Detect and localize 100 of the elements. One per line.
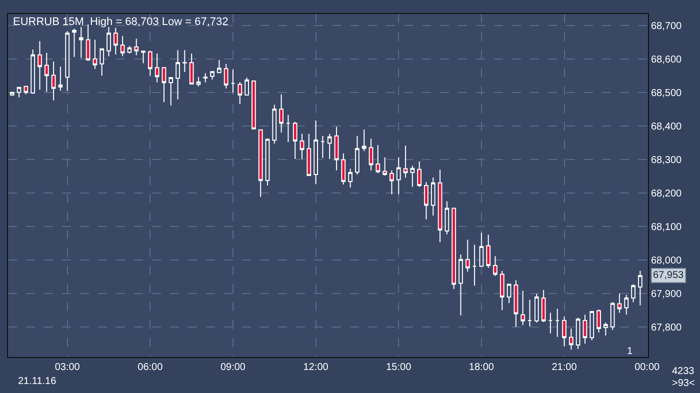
candlestick (244, 77, 249, 96)
candlestick (30, 49, 36, 94)
candlestick (203, 72, 208, 83)
candlestick (327, 133, 332, 160)
x-tick-label: 21:00 (552, 362, 578, 373)
candlestick (113, 27, 118, 56)
candlestick (534, 293, 539, 323)
candlestick (520, 290, 526, 326)
candlestick (417, 160, 422, 188)
candlestick (638, 270, 642, 306)
candlestick (210, 71, 214, 80)
candlestick (134, 38, 139, 56)
y-tick-label: 68,500 (651, 88, 682, 99)
candlestick (376, 144, 380, 174)
candlestick (141, 50, 146, 64)
y-tick-label: 67,900 (651, 288, 682, 300)
candlestick (120, 36, 125, 57)
candlestick (576, 317, 580, 350)
candlestick (362, 129, 366, 152)
candlestick (58, 66, 63, 92)
candlestick (217, 59, 222, 74)
candlestick (341, 152, 346, 185)
text: 21.11.16 (18, 376, 57, 387)
y-tick-label: 68,600 (651, 54, 682, 66)
candlestick (617, 292, 622, 314)
annotation: 1 (627, 346, 633, 357)
candlestick (148, 50, 152, 76)
candlestick (272, 104, 277, 144)
y-tick-label: 68,100 (651, 222, 682, 233)
candlestick (182, 50, 187, 72)
candlestick (472, 244, 477, 286)
candlestick (286, 114, 290, 142)
candlestick (92, 39, 98, 70)
candlestick (44, 52, 49, 92)
candlestick (410, 165, 415, 188)
candlestick (590, 310, 594, 341)
chart-title: EURRUB 15M High = 68,703 Low = 67,732 (13, 16, 228, 28)
candlestick (306, 133, 312, 176)
candlestick (514, 280, 518, 328)
candlestick (334, 126, 339, 171)
candlestick (555, 308, 560, 338)
candlestick (368, 138, 374, 171)
candlestick (65, 30, 70, 92)
y-tick-label: 68,200 (651, 188, 682, 200)
candlestick (582, 314, 588, 344)
candlestick (493, 256, 498, 276)
candlestick (568, 328, 574, 350)
candlestick (86, 24, 90, 62)
candlestick (541, 290, 546, 322)
candlestick (78, 26, 84, 58)
candlestick (424, 182, 428, 220)
candlestick (500, 270, 504, 311)
annotation: 67,953 (653, 270, 684, 281)
candlestick (106, 26, 111, 57)
candlestick (548, 312, 553, 334)
candlestick (465, 239, 470, 272)
candlestick (562, 316, 566, 347)
candlestick (162, 67, 166, 103)
candlestick (224, 63, 228, 89)
candlestick (403, 145, 408, 178)
candlestick (230, 69, 236, 94)
candlestick (265, 138, 270, 186)
candlestick (486, 234, 491, 268)
candlestick (506, 284, 512, 304)
candlestick (279, 94, 284, 134)
candlestick (24, 86, 28, 95)
candlestick (320, 135, 325, 159)
candlestick (528, 299, 532, 328)
candlestick (430, 176, 436, 216)
candlestick (624, 294, 629, 315)
candlestick (176, 50, 180, 100)
candlestick (382, 156, 388, 176)
x-tick-label: 15:00 (386, 362, 412, 373)
text: 4233 (672, 366, 695, 377)
x-tick-label: 09:00 (220, 362, 246, 373)
candlestick (100, 48, 104, 76)
candlestick (610, 302, 615, 330)
x-tick-label: 18:00 (468, 362, 494, 373)
candlestick (238, 82, 242, 105)
x-tick-label: 12:00 (303, 362, 329, 373)
candlestick (38, 40, 42, 90)
candlestick (444, 200, 450, 235)
candlestick (396, 156, 401, 195)
candlestick (258, 129, 263, 198)
candlestick (479, 232, 484, 267)
candlestick (631, 284, 636, 303)
candlestick (292, 121, 298, 160)
x-tick-label: 03:00 (54, 362, 80, 373)
candlestick (154, 53, 160, 83)
candlestick (16, 86, 22, 98)
candlestick (458, 254, 463, 316)
y-tick-label: 68,400 (651, 121, 682, 132)
y-tick-label: 68,700 (651, 20, 682, 32)
candlestick (355, 135, 360, 175)
candlestick (252, 80, 256, 130)
candlestick (348, 168, 353, 188)
text: >93< (672, 378, 695, 389)
candlestick (452, 208, 456, 290)
candlestick (168, 77, 174, 106)
candlestick (596, 308, 601, 334)
